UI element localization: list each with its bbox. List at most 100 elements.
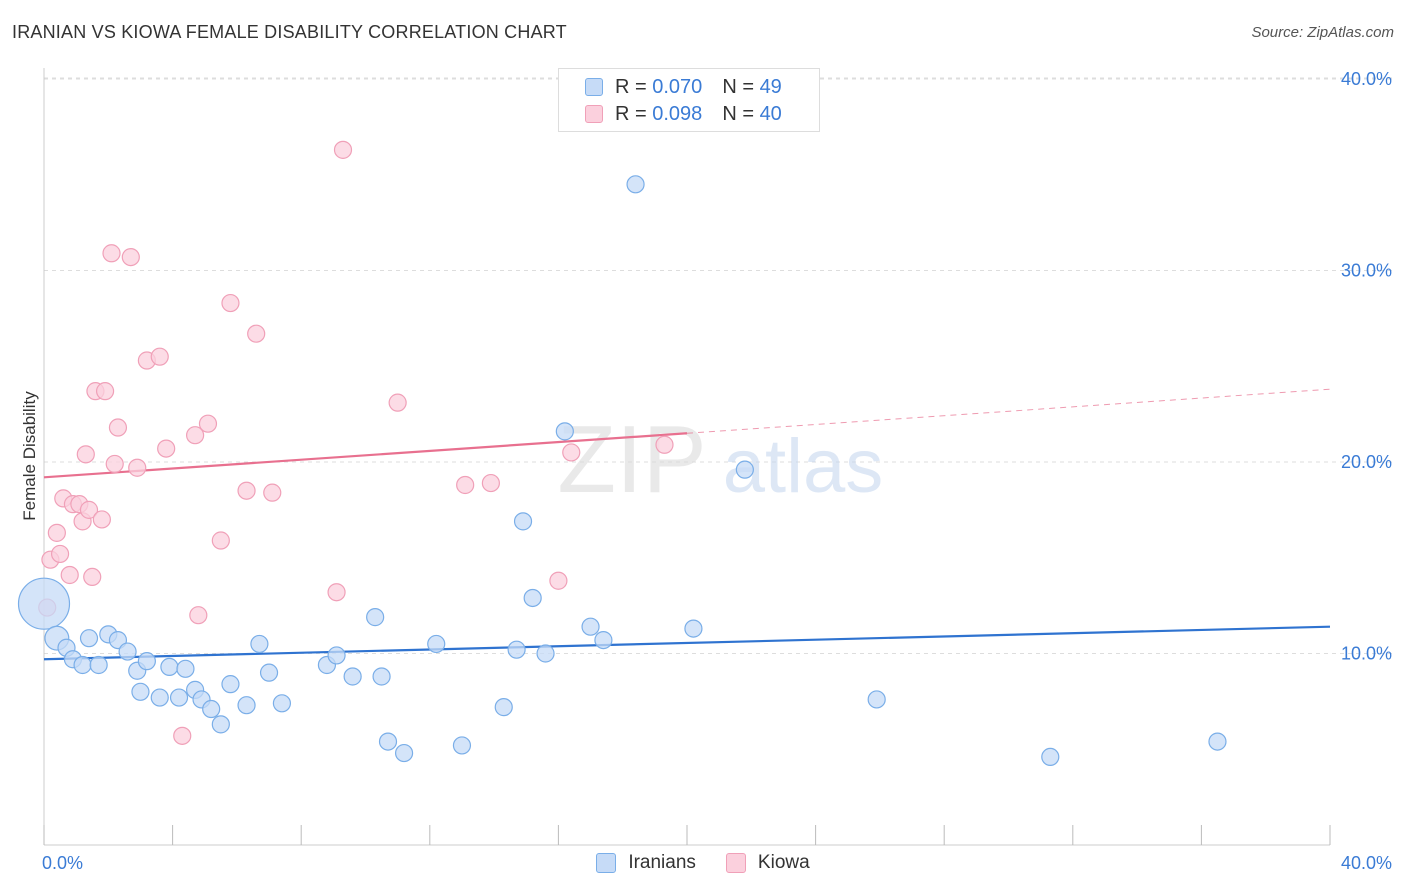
- point-kiowa: [247, 324, 266, 343]
- point-kiowa: [562, 443, 581, 462]
- point-kiowa: [105, 454, 124, 474]
- point-iranians: [160, 657, 179, 677]
- point-kiowa: [83, 567, 102, 587]
- legend-row-kiowa: R = 0.098 N = 40: [585, 102, 782, 126]
- legend-row-iranians: R = 0.070 N = 49: [585, 75, 782, 99]
- y-tick-label: 30.0%: [1341, 261, 1392, 281]
- legend-swatch-kiowa: [725, 853, 746, 873]
- point-iranians: [1041, 747, 1060, 767]
- point-kiowa: [108, 418, 128, 437]
- point-kiowa: [102, 244, 121, 263]
- point-iranians: [118, 642, 137, 661]
- point-iranians: [250, 634, 269, 654]
- point-iranians: [169, 688, 189, 707]
- point-kiowa: [481, 473, 500, 493]
- point-kiowa: [655, 435, 674, 454]
- point-iranians: [394, 743, 414, 763]
- point-kiowa: [92, 510, 111, 529]
- point-iranians: [202, 699, 221, 719]
- point-iranians: [867, 690, 886, 709]
- point-iranians: [343, 667, 362, 686]
- axes: [43, 68, 1331, 846]
- legend-r-value: 0.070: [652, 75, 703, 98]
- legend-n-label: N =: [722, 75, 754, 98]
- point-iranians: [237, 696, 256, 715]
- legend-n-value: 49: [759, 75, 782, 98]
- point-iranians: [523, 588, 542, 608]
- point-kiowa: [76, 445, 95, 464]
- legend-label-kiowa: Kiowa: [757, 852, 810, 873]
- point-kiowa: [173, 726, 192, 745]
- point-kiowa: [198, 414, 218, 433]
- trend-line-iranians: [43, 625, 1331, 661]
- point-iranians: [17, 577, 71, 630]
- y-tick-label: 20.0%: [1341, 452, 1392, 472]
- legend-n-label: N =: [722, 102, 754, 125]
- point-iranians: [259, 663, 279, 682]
- legend-r-label: R =: [615, 75, 647, 98]
- legend-r-value: 0.098: [652, 102, 703, 125]
- point-iranians: [513, 512, 533, 531]
- point-iranians: [327, 646, 346, 665]
- trend-lines: [43, 388, 1331, 661]
- point-iranians: [684, 619, 703, 638]
- point-kiowa: [157, 439, 176, 458]
- point-iranians: [378, 732, 398, 751]
- y-tick-label: 40.0%: [1341, 69, 1392, 89]
- point-kiowa: [333, 140, 353, 159]
- point-kiowa: [150, 347, 169, 366]
- point-iranians: [150, 688, 169, 707]
- x-tick-label: 0.0%: [42, 853, 83, 873]
- legend-swatch-iranians: [596, 853, 617, 873]
- grid-lines: [44, 77, 1392, 654]
- point-iranians: [452, 736, 472, 755]
- point-kiowa: [263, 483, 282, 502]
- point-iranians: [79, 629, 99, 648]
- point-iranians: [536, 644, 555, 663]
- point-kiowa: [79, 500, 99, 519]
- point-iranians: [137, 652, 156, 671]
- point-kiowa: [121, 247, 140, 267]
- legend-item-iranians: Iranians: [596, 852, 696, 874]
- point-iranians: [735, 460, 754, 479]
- point-iranians: [507, 640, 526, 659]
- point-iranians: [594, 630, 613, 650]
- y-tick-label: 10.0%: [1341, 644, 1392, 664]
- legend-r-label: R =: [615, 102, 647, 125]
- chart-title: IRANIAN VS KIOWA FEMALE DISABILITY CORRE…: [12, 22, 567, 42]
- point-iranians: [89, 655, 108, 675]
- point-iranians: [176, 659, 195, 678]
- point-kiowa: [388, 393, 407, 412]
- point-iranians: [372, 667, 391, 686]
- point-kiowa: [50, 544, 70, 564]
- legend-swatch-kiowa: [585, 105, 603, 123]
- data-points: [17, 140, 1227, 767]
- point-iranians: [131, 682, 150, 701]
- point-kiowa: [221, 293, 240, 313]
- point-kiowa: [47, 523, 66, 542]
- trend-line-kiowa-extension: [686, 388, 1331, 434]
- point-kiowa: [549, 571, 568, 590]
- point-kiowa: [60, 565, 79, 585]
- point-iranians: [581, 617, 600, 636]
- legend-label-iranians: Iranians: [628, 852, 696, 873]
- point-iranians: [221, 675, 240, 694]
- point-kiowa: [327, 583, 346, 602]
- point-iranians: [366, 608, 385, 627]
- legend-swatch-iranians: [585, 78, 603, 96]
- series-legend: Iranians Kiowa: [0, 852, 1406, 874]
- trend-line-kiowa: [43, 432, 688, 479]
- point-kiowa: [189, 606, 208, 625]
- source-label: Source: ZipAtlas.com: [1251, 24, 1394, 41]
- point-iranians: [427, 634, 446, 654]
- point-kiowa: [456, 475, 475, 495]
- point-kiowa: [211, 531, 230, 550]
- watermark-zip: ZIP: [557, 406, 706, 513]
- point-iranians: [211, 715, 230, 734]
- point-iranians: [494, 698, 513, 717]
- stats-legend: R = 0.070 N = 49 R = 0.098 N = 40: [558, 68, 820, 132]
- legend-n-value: 40: [759, 102, 782, 125]
- point-kiowa: [186, 426, 205, 445]
- point-iranians: [626, 175, 645, 194]
